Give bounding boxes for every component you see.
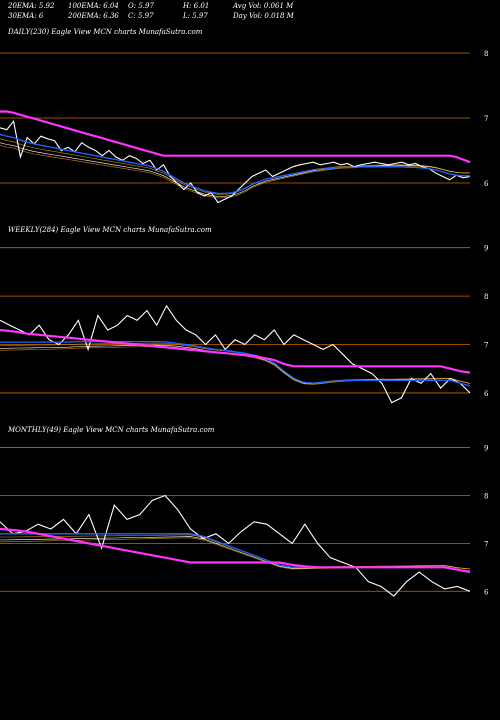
price-line: [0, 304, 471, 404]
ema_slow-line: [0, 328, 471, 374]
y-tick-label: 9: [484, 445, 488, 453]
band-line: [0, 142, 471, 197]
y-tick-label: 7: [484, 540, 488, 548]
band-line: [0, 536, 471, 570]
day-vol-label: Day Vol: 0.018 M: [233, 12, 294, 20]
band-line: [0, 537, 471, 570]
close-label: C: 5.97: [128, 12, 154, 20]
band-line: [0, 342, 471, 384]
ema_fast-line: [0, 340, 471, 387]
y-tick-label: 6: [484, 588, 489, 596]
ema100-label: 100EMA: 6.04: [68, 2, 119, 10]
price-line: [0, 494, 471, 597]
band-line: [0, 344, 471, 385]
ema_slow-line: [0, 110, 471, 164]
ema30-label: 30EMA: 6: [8, 12, 44, 20]
monthly-panel-title: MONTHLY(49) Eagle View MCN charts Munafa…: [8, 426, 215, 434]
y-tick-label: 6: [484, 180, 489, 188]
weekly-panel-title: WEEKLY(284) Eagle View MCN charts Munafa…: [8, 226, 212, 234]
ema_slow-line: [0, 527, 471, 574]
y-tick-label: 7: [484, 342, 488, 350]
y-tick-label: 7: [484, 115, 488, 123]
y-tick-label: 8: [484, 50, 488, 58]
ema200-label: 200EMA: 6.36: [68, 12, 119, 20]
y-tick-label: 8: [484, 492, 488, 500]
high-label: H: 6.01: [183, 2, 210, 10]
ema20-label: 20EMA: 5.92: [8, 2, 55, 10]
price-line: [0, 119, 471, 204]
avg-vol-label: Avg Vol: 0.061 M: [233, 2, 294, 10]
y-tick-label: 9: [484, 245, 488, 253]
open-label: O: 5.97: [128, 2, 154, 10]
y-tick-label: 8: [484, 293, 488, 301]
band-line: [0, 145, 471, 199]
y-tick-label: 6: [484, 390, 489, 398]
ema_fast-line: [0, 133, 470, 195]
daily-panel-title: DAILY(230) Eagle View MCN charts MunafaS…: [8, 28, 203, 36]
low-label: L: 5.97: [183, 12, 208, 20]
